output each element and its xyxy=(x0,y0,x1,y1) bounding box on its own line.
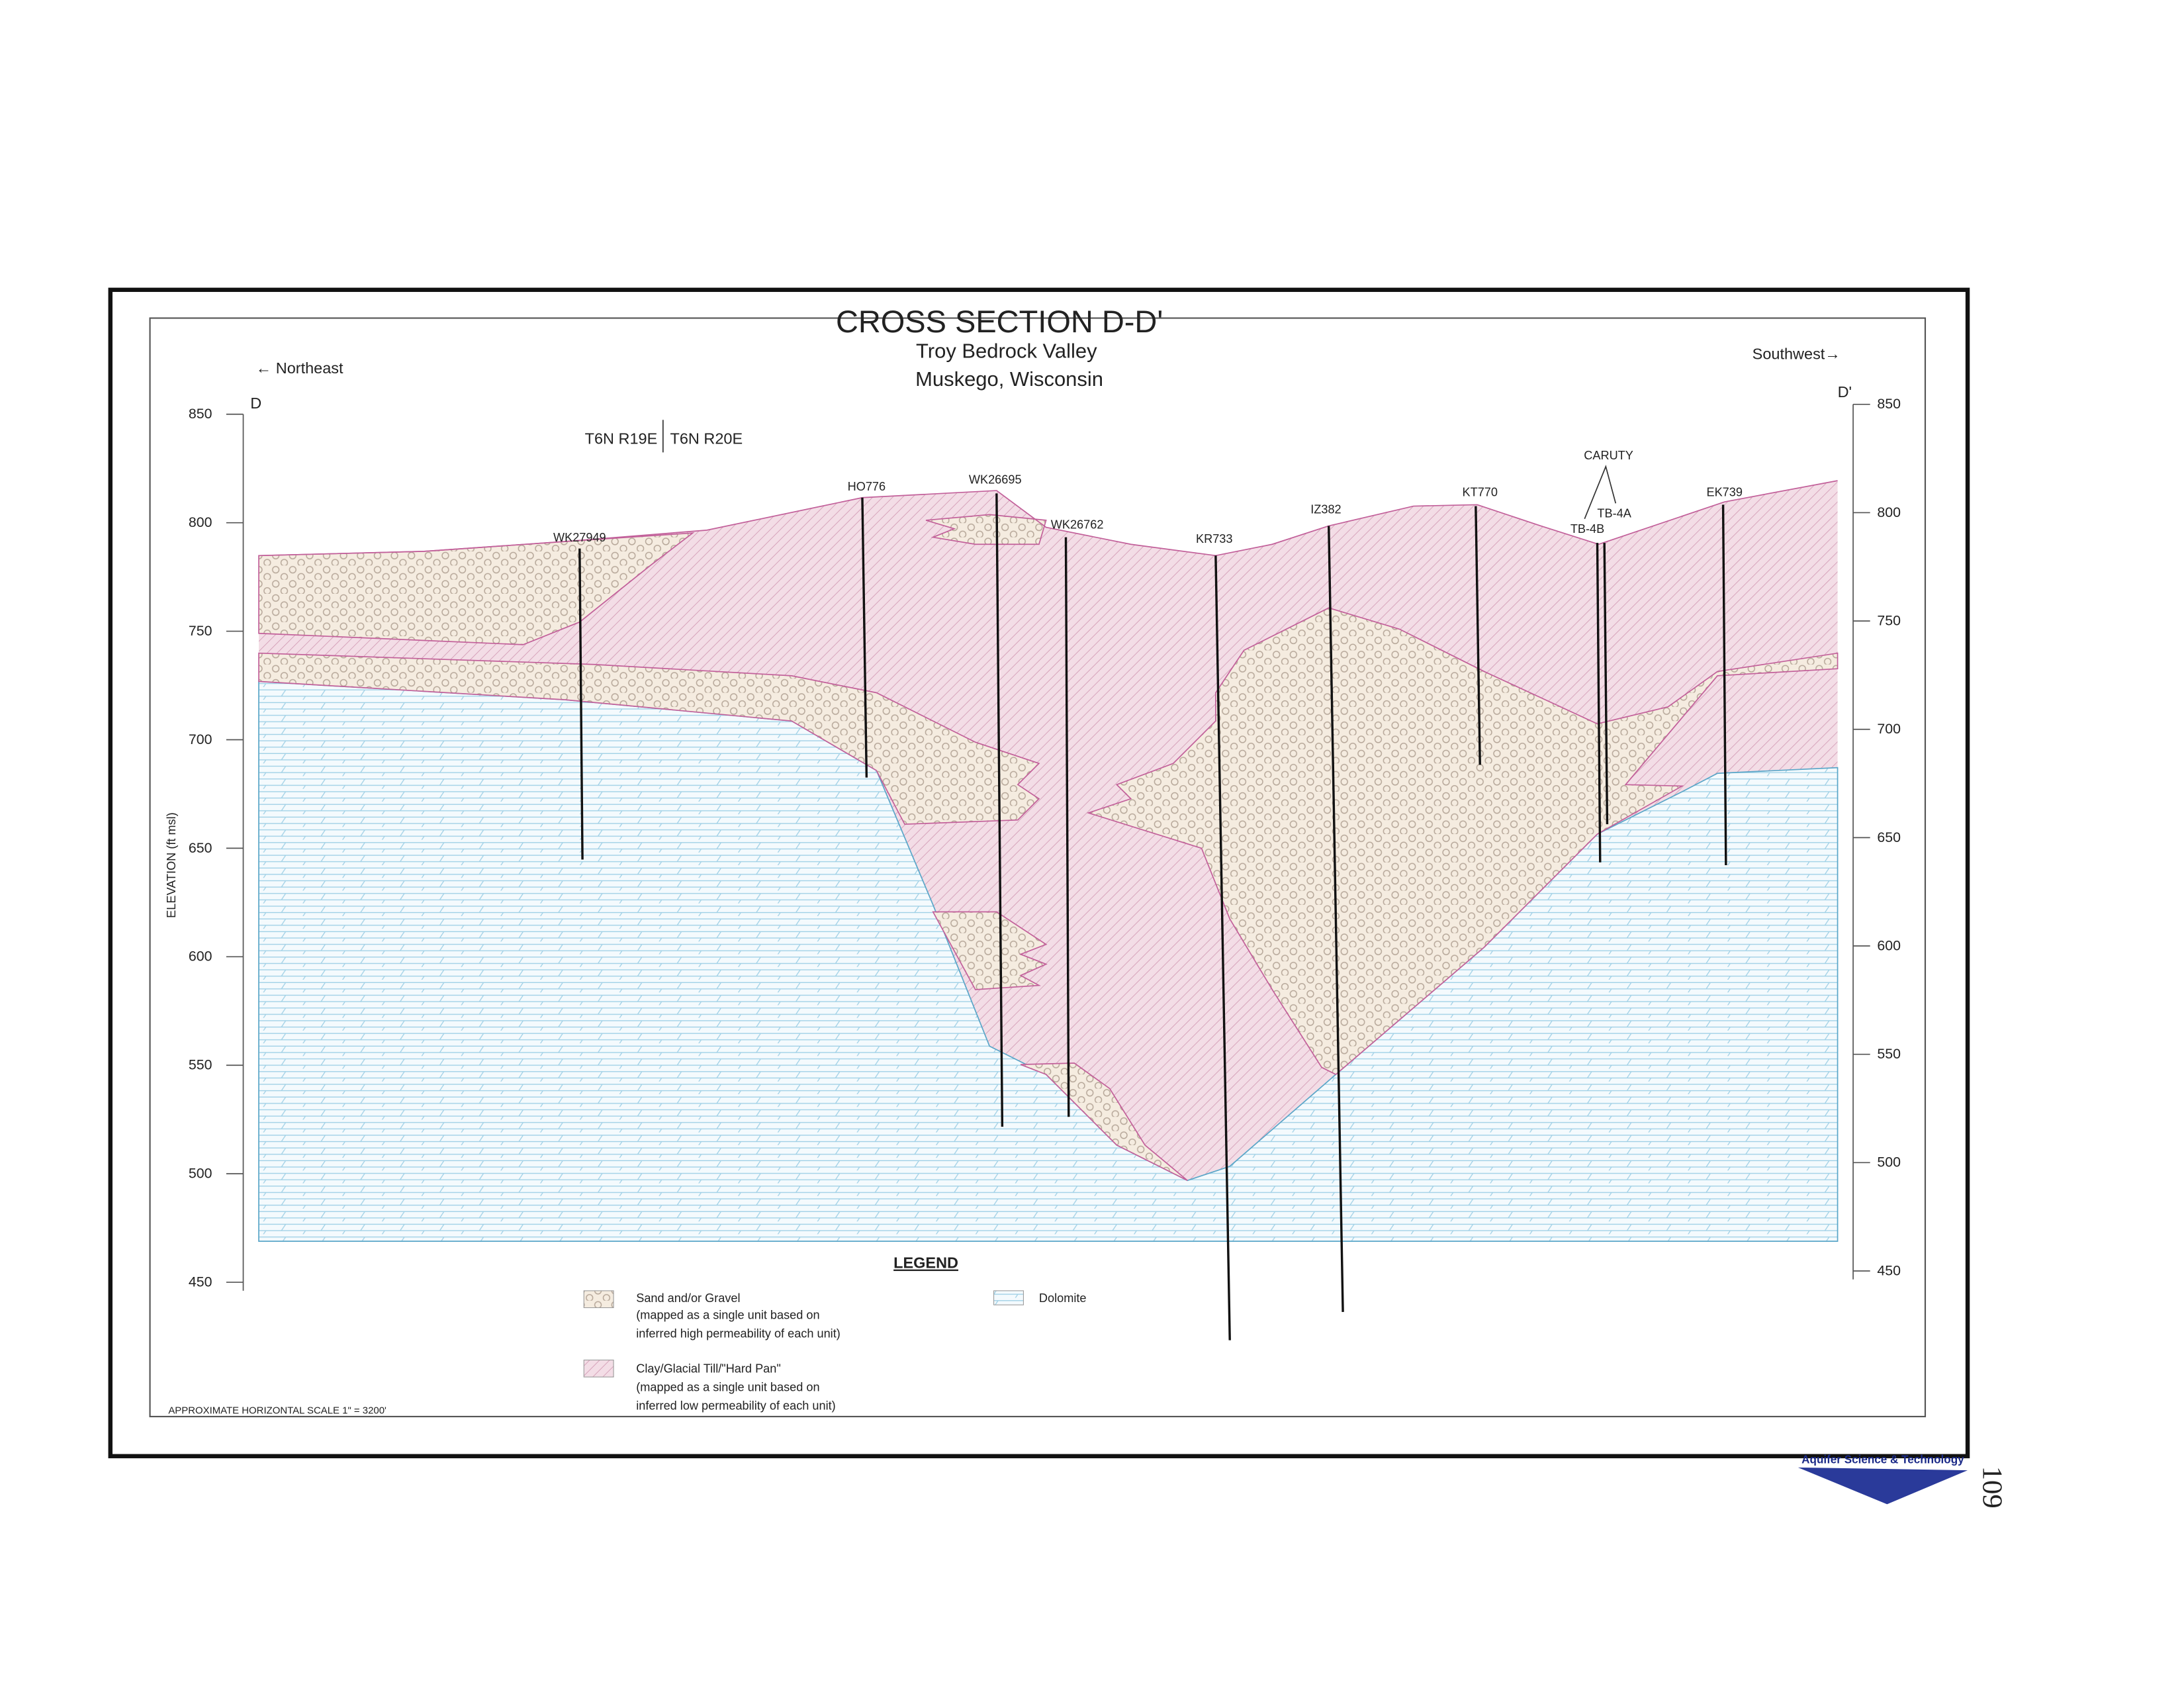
well-labels: WK27949 HO776 WK26695 WK26762 KR733 IZ38… xyxy=(553,449,1743,545)
logo: Aquifer Science & Technology xyxy=(1797,1453,1968,1505)
legend-note: (mapped as a single unit based on xyxy=(636,1381,819,1394)
shape xyxy=(995,493,1004,1127)
shape xyxy=(1020,1062,1188,1182)
tick-label: 450 xyxy=(189,1274,212,1289)
outer-border xyxy=(108,287,1970,1458)
shape xyxy=(578,548,584,860)
tick-label: 700 xyxy=(189,731,212,747)
shape xyxy=(1584,465,1617,520)
township: T6N R19E xyxy=(585,430,658,447)
tick-label: 650 xyxy=(1877,829,1901,845)
shape xyxy=(258,652,1040,825)
subtitle: Muskego, Wisconsin xyxy=(915,367,1103,391)
caruty-leader xyxy=(662,420,1617,520)
shape xyxy=(925,514,1047,545)
well-label: WK26762 xyxy=(1051,518,1104,532)
legend-swatch xyxy=(993,1290,1024,1305)
legend-swatch xyxy=(583,1359,614,1378)
tick-label: 500 xyxy=(189,1166,212,1182)
legend-note: (mapped as a single unit based on xyxy=(636,1309,819,1322)
tick-label: 450 xyxy=(1877,1262,1901,1278)
well-label: KT770 xyxy=(1463,486,1498,499)
tick-label: 750 xyxy=(1877,613,1901,629)
legend-note: inferred high permeability of each unit) xyxy=(636,1327,841,1340)
legend-swatch xyxy=(583,1290,614,1309)
tick-label: 600 xyxy=(189,949,212,964)
tick-label: 800 xyxy=(1877,504,1901,520)
shape xyxy=(1596,543,1602,863)
tick-label: 600 xyxy=(1877,937,1901,953)
legend-label: Sand and/or Gravel xyxy=(636,1291,740,1305)
well-lines xyxy=(578,493,1727,1340)
direction-label: Southwest→ xyxy=(1752,345,1841,362)
subtitle: Troy Bedrock Valley xyxy=(916,339,1097,362)
well-label: TB-4B xyxy=(1570,522,1604,536)
page-number: 109 xyxy=(1977,1466,2008,1509)
well-label: IZ382 xyxy=(1310,502,1341,516)
direction-label: ← Northeast xyxy=(256,359,343,377)
title: CROSS SECTION D-D' xyxy=(836,304,1163,339)
well-label: TB-4A xyxy=(1597,507,1631,520)
legend-label: Dolomite xyxy=(1039,1291,1087,1305)
shape xyxy=(1721,504,1727,866)
well-label: KR733 xyxy=(1196,532,1232,545)
shape xyxy=(1328,526,1344,1312)
legend-title: LEGEND xyxy=(893,1254,958,1272)
shape xyxy=(1064,537,1070,1117)
shape xyxy=(1475,506,1481,765)
legend-label: Clay/Glacial Till/"Hard Pan" xyxy=(636,1362,781,1376)
scale-note: APPROXIMATE HORIZONTAL SCALE 1" = 3200' xyxy=(168,1405,387,1417)
shape xyxy=(861,497,868,778)
legend-note: inferred low permeability of each unit) xyxy=(636,1399,835,1412)
shape xyxy=(1603,543,1609,825)
well-label: HO776 xyxy=(848,480,886,493)
well-label: WK27949 xyxy=(553,531,606,544)
shape xyxy=(1086,607,1839,1076)
tick-label: 800 xyxy=(189,514,212,530)
tick-label: 750 xyxy=(189,623,212,639)
sand-lenses xyxy=(258,514,1839,1182)
tick-label: 500 xyxy=(1877,1154,1901,1170)
legend-text: Sand and/or Gravel (mapped as a single u… xyxy=(636,1291,1086,1412)
well-label: WK26695 xyxy=(969,473,1022,486)
inner-border xyxy=(149,317,1927,1418)
tick-label: 850 xyxy=(189,406,212,422)
shape xyxy=(1797,1467,1968,1505)
geology xyxy=(258,480,1839,1242)
axis-label: ELEVATION (ft msl) xyxy=(165,812,178,918)
shape xyxy=(932,911,1048,990)
logo-text: Aquifer Science & Technology xyxy=(1801,1453,1964,1466)
township: T6N R20E xyxy=(670,430,743,447)
section-end: D' xyxy=(1838,383,1852,400)
tick-label: 850 xyxy=(1877,396,1901,412)
tick-label: 550 xyxy=(1877,1046,1901,1062)
well-group-label: CARUTY xyxy=(1584,449,1633,462)
elevation-axes: 850 800 750 700 650 600 550 500 450 850 800 750 700 6… xyxy=(189,396,1901,1291)
shape xyxy=(1214,555,1231,1340)
tick-label: 650 xyxy=(189,840,212,856)
well-label: EK739 xyxy=(1706,486,1742,499)
tick-label: 700 xyxy=(1877,721,1901,737)
tick-label: 550 xyxy=(189,1057,212,1073)
section-end: D xyxy=(250,395,261,412)
